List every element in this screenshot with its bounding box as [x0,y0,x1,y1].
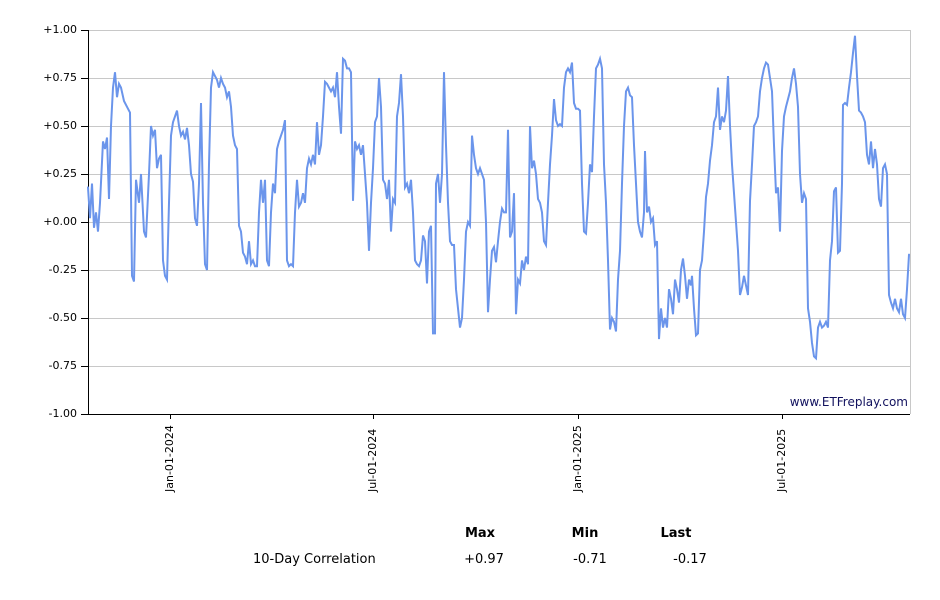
y-axis-tick-label: +0.00 [43,215,77,228]
summary-col-header-last: Last [660,526,692,541]
summary-max-value: +0.97 [464,552,504,567]
y-axis-tick-label: -0.50 [48,311,77,324]
y-axis-tick-label: +0.25 [43,167,77,180]
summary-min-value: -0.71 [573,552,607,567]
summary-col-header-max: Max [464,526,496,541]
y-axis-tick-label: -1.00 [48,407,77,420]
y-axis-tick-label: +0.75 [43,71,77,84]
correlation-line [87,35,910,361]
x-axis-tick-label: Jan-01-2025 [571,425,584,492]
y-axis-tick-label: +0.50 [43,119,77,132]
etfreplay-watermark: www.ETFreplay.com [789,395,908,409]
y-axis-tick-label: +1.00 [43,23,77,36]
y-axis-tick-label: -0.75 [48,359,77,372]
summary-last-value: -0.17 [673,552,707,567]
x-axis-tick-label: Jan-01-2024 [163,425,176,492]
y-axis-tick-label: -0.25 [48,263,77,276]
summary-row-label: 10-Day Correlation [253,552,376,567]
x-axis-tick-label: Jul-01-2024 [366,428,379,492]
x-axis-tick-label: Jul-01-2025 [775,428,788,492]
summary-col-header-min: Min [571,526,599,541]
